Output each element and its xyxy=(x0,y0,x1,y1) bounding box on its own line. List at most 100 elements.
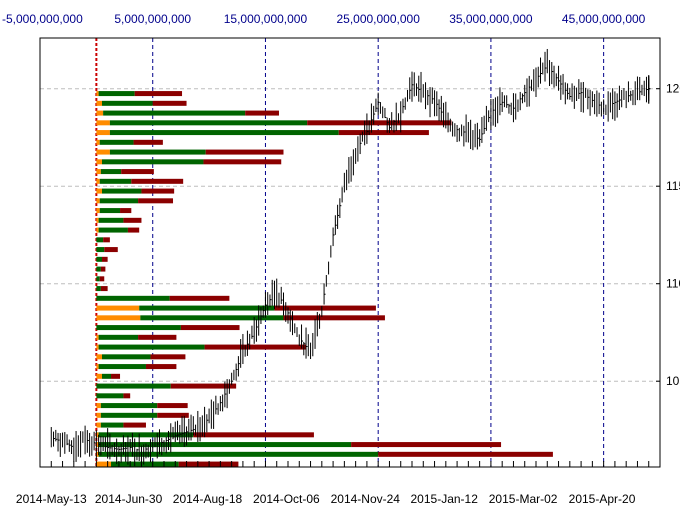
volume-bar-7-green xyxy=(102,159,204,165)
volume-bar-17-green xyxy=(96,256,102,262)
volume-bar-7-red xyxy=(203,159,282,165)
volume-bar-3-green xyxy=(109,120,308,126)
y-axis-tick-label-3: 120 xyxy=(666,82,680,96)
volume-bar-20-red xyxy=(100,286,108,292)
volume-bar-27-orange xyxy=(96,354,102,360)
volume-bar-29-green xyxy=(102,373,112,379)
volume-bar-14-red xyxy=(127,227,140,233)
volume-bar-6-red xyxy=(205,149,284,155)
volume-bar-16-green xyxy=(96,247,105,253)
volume-bar-12-green xyxy=(99,208,121,214)
volume-bar-29-red xyxy=(111,373,121,379)
volume-bar-2-orange xyxy=(96,110,104,116)
volume-bar-37-green xyxy=(98,451,379,457)
volume-bar-0-green xyxy=(98,91,135,97)
volume-bar-14-green xyxy=(98,227,128,233)
volume-bar-36-orange xyxy=(96,442,99,448)
volume-bar-2-red xyxy=(245,110,279,116)
volume-bar-36-green xyxy=(98,442,352,448)
volume-bar-16-red xyxy=(104,247,118,253)
volume-bar-33-orange xyxy=(96,412,101,418)
volume-bar-20-green xyxy=(96,286,101,292)
y-axis: 105 110 115 120 xyxy=(656,82,680,388)
volume-bar-11-red xyxy=(138,198,174,204)
volume-bar-10-red xyxy=(141,188,175,194)
x-axis-tick-label-5: 2015-Jan-12 xyxy=(411,492,479,506)
volume-bar-23-green xyxy=(140,315,284,321)
top-axis-tick-label-0: -5,000,000,000 xyxy=(2,12,83,26)
volume-bar-32-orange xyxy=(96,403,101,409)
volume-bar-18-green xyxy=(96,266,101,272)
volume-bar-30-red xyxy=(170,383,237,389)
volume-bar-27-red xyxy=(150,354,186,360)
volume-bar-38-orange xyxy=(96,461,112,467)
volume-bar-4-green xyxy=(109,130,339,136)
volume-bar-4-red xyxy=(338,130,429,136)
price-series-layer xyxy=(50,48,651,467)
volume-bar-26-red xyxy=(204,344,307,350)
volume-bar-35-red xyxy=(193,432,314,438)
volume-bar-23-red xyxy=(283,315,385,321)
volume-bar-35-green xyxy=(98,432,194,438)
volume-bar-4-orange xyxy=(96,130,110,136)
volume-bar-10-orange xyxy=(96,188,102,194)
volume-bar-28-red xyxy=(145,364,177,370)
volume-bar-30-green xyxy=(96,383,171,389)
volume-bar-13-red xyxy=(123,217,142,223)
volume-bar-22-green xyxy=(139,305,275,311)
volume-bar-37-orange xyxy=(96,451,99,457)
volume-bar-33-red xyxy=(157,412,189,418)
y-axis-tick-label-0: 105 xyxy=(666,374,680,388)
volume-bar-21-red xyxy=(169,295,230,301)
volume-bar-19-red xyxy=(99,276,105,282)
volume-bar-28-orange xyxy=(96,364,99,370)
volume-bar-38-green xyxy=(111,461,179,467)
volume-bar-8-red xyxy=(121,169,154,175)
volume-bar-12-orange xyxy=(96,208,100,214)
volume-bar-13-orange xyxy=(96,217,99,223)
volume-bar-31-red xyxy=(123,393,131,399)
volume-bar-37-red xyxy=(378,451,553,457)
grid-layer xyxy=(40,88,660,382)
volume-bar-15-green xyxy=(96,237,104,243)
volume-bar-25-orange xyxy=(96,334,99,340)
volume-bar-1-orange xyxy=(96,100,102,106)
x-axis-tick-label-2: 2014-Aug-18 xyxy=(173,492,243,506)
plot-border xyxy=(39,37,661,468)
volume-bar-8-green xyxy=(100,169,122,175)
x-axis-tick-label-1: 2014-Jun-30 xyxy=(95,492,163,506)
top-axis-tick-label-3: 25,000,000,000 xyxy=(336,12,420,26)
top-axis: -5,000,000,000 5,000,000,000 15,000,000,00… xyxy=(2,12,646,26)
x-axis-tick-label-0: 2014-May-13 xyxy=(16,492,87,506)
volume-bars-layer xyxy=(96,91,553,467)
volume-bar-31-green xyxy=(96,393,124,399)
volume-bar-38-red xyxy=(178,461,239,467)
volume-bar-11-orange xyxy=(96,198,100,204)
volume-bar-32-red xyxy=(157,403,188,409)
volume-bar-15-red xyxy=(103,237,110,243)
volume-bar-32-green xyxy=(100,403,158,409)
y-axis-tick-label-2: 115 xyxy=(666,179,680,193)
volume-bar-0-orange xyxy=(96,91,99,97)
volume-bar-9-orange xyxy=(96,178,100,184)
volume-bar-24-red xyxy=(180,325,240,331)
volume-bar-22-red xyxy=(274,305,376,311)
volume-bar-1-red xyxy=(152,100,187,106)
volume-bar-36-red xyxy=(351,442,502,448)
x-axis: 2014-May-13 2014-Jun-30 2014-Aug-18 2014-Oc… xyxy=(16,461,650,506)
volume-bar-25-green xyxy=(98,334,139,340)
volume-bar-10-green xyxy=(102,188,142,194)
volume-bar-17-red xyxy=(102,256,108,262)
volume-bar-1-green xyxy=(102,100,153,106)
top-axis-tick-label-4: 35,000,000,000 xyxy=(449,12,533,26)
volume-bar-24-green xyxy=(96,325,181,331)
volume-bar-11-green xyxy=(99,198,139,204)
volume-bar-0-red xyxy=(134,91,183,97)
x-axis-tick-label-7: 2015-Apr-20 xyxy=(569,492,636,506)
plot-frame xyxy=(39,37,661,468)
volume-bar-28-green xyxy=(98,364,146,370)
volume-bar-21-green xyxy=(96,295,170,301)
top-axis-tick-label-1: 5,000,000,000 xyxy=(114,12,191,26)
volume-bar-5-orange xyxy=(96,139,100,145)
volume-bar-3-red xyxy=(307,120,452,126)
